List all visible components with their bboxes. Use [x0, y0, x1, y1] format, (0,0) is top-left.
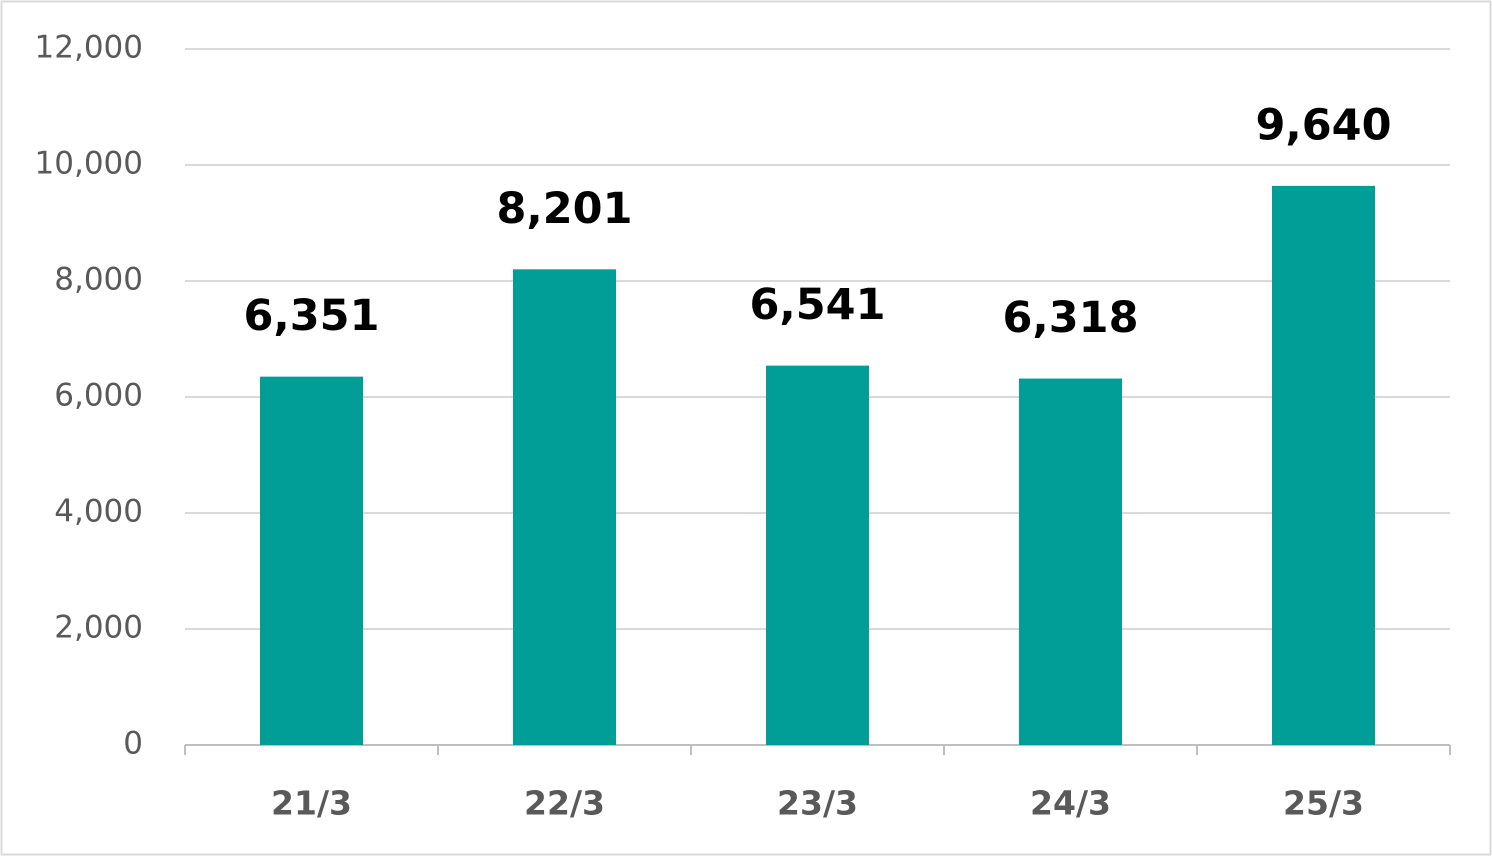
x-tick-label: 25/3	[1283, 784, 1364, 823]
bar	[260, 376, 363, 745]
bar	[513, 269, 616, 745]
value-label: 6,318	[1002, 293, 1138, 343]
bar	[1019, 378, 1122, 745]
x-tick-label: 22/3	[524, 784, 605, 823]
y-tick-label: 6,000	[54, 378, 143, 414]
y-tick-label: 12,000	[35, 30, 143, 66]
y-tick-label: 2,000	[54, 610, 143, 646]
y-tick-label: 10,000	[35, 146, 143, 182]
value-label: 6,541	[749, 280, 885, 330]
value-label: 8,201	[496, 184, 632, 234]
value-label: 6,351	[243, 291, 379, 341]
y-tick-label: 4,000	[54, 494, 143, 530]
y-tick-label: 0	[123, 726, 143, 762]
bar	[766, 365, 869, 745]
bar	[1272, 185, 1375, 745]
x-tick-label: 21/3	[271, 784, 352, 823]
x-tick-label: 23/3	[777, 784, 858, 823]
x-tick-label: 24/3	[1030, 784, 1111, 823]
value-label: 9,640	[1255, 100, 1391, 150]
y-tick-label: 8,000	[54, 262, 143, 298]
